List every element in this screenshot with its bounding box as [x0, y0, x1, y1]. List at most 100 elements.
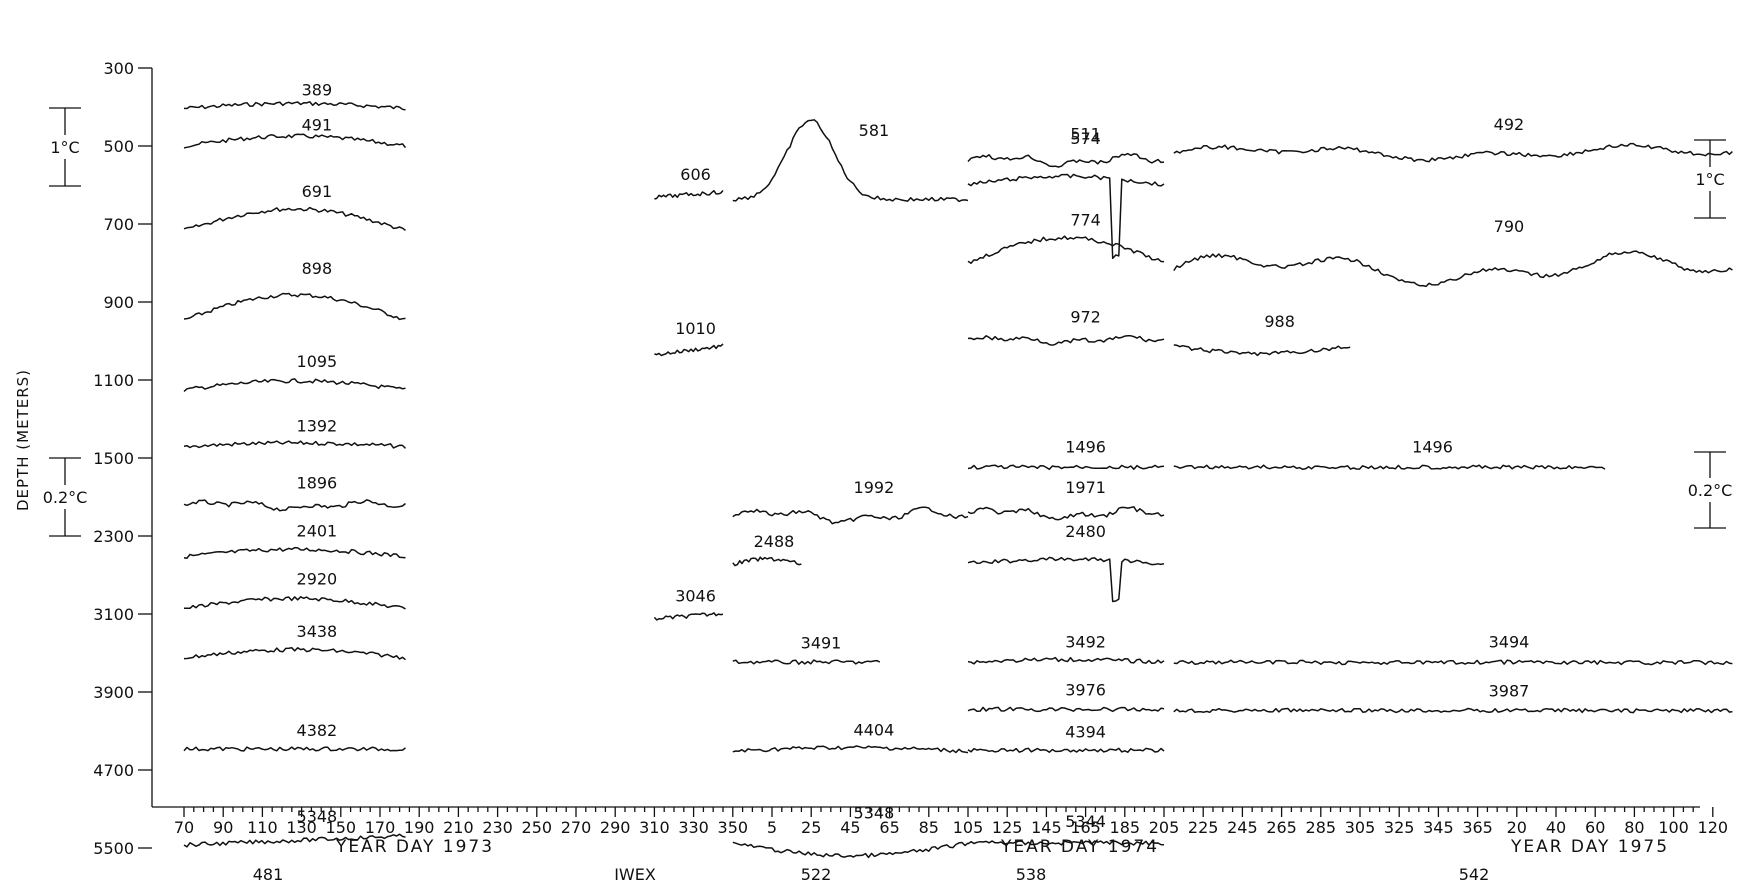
series-line-1992 [732, 506, 969, 525]
series-label: 4382 [297, 721, 338, 740]
x-tick-label: 350 [718, 818, 749, 837]
x-tick-label: 305 [1345, 818, 1376, 837]
series-line-511 [967, 152, 1165, 168]
series-label: 3491 [801, 633, 842, 652]
x-tick-label: 105 [953, 818, 984, 837]
x-tick-label: 100 [1658, 818, 1689, 837]
series-label: 3492 [1065, 633, 1106, 652]
traces-layer [183, 101, 1733, 859]
series-label: 5348 [297, 807, 338, 826]
series-line-1095 [183, 378, 406, 392]
series-line-3492 [967, 656, 1165, 665]
x-tick-label: 120 [1698, 818, 1729, 837]
series-label: 898 [302, 259, 333, 278]
series-label: 492 [1494, 115, 1525, 134]
series-line-1392 [183, 440, 407, 449]
series-label: 491 [302, 116, 333, 135]
x-tick-label: 205 [1149, 818, 1180, 837]
scale-bar-bg [1680, 478, 1740, 502]
series-label: 691 [302, 182, 333, 201]
series-label: 1896 [297, 473, 338, 492]
series-line-972 [967, 334, 1165, 346]
series-label: 988 [1264, 312, 1295, 331]
x-tick-label: 125 [992, 818, 1023, 837]
x-tick-label: 165 [1070, 818, 1101, 837]
series-line-988 [1173, 344, 1351, 357]
series-line-2488 [732, 556, 802, 567]
y-tick-label: 5500 [93, 839, 134, 858]
series-label: 3494 [1489, 633, 1530, 652]
labels-layer: YEAR DAY 1973 YEAR DAY 1974 YEAR DAY 19754… [253, 81, 1667, 884]
series-label: 5344 [1065, 812, 1106, 831]
series-label: 4394 [1065, 722, 1106, 741]
x-tick-label: 90 [213, 818, 233, 837]
series-line-1496 [967, 464, 1165, 471]
series-label: 774 [1070, 211, 1101, 230]
x-tick-label: 250 [522, 818, 553, 837]
x-tick-label: 170 [365, 818, 396, 837]
x-tick-label: 310 [639, 818, 670, 837]
series-label: 389 [302, 81, 333, 100]
scale-bar-bg [35, 485, 95, 509]
series-label: 511 [1070, 124, 1101, 143]
x-tick-label: 25 [801, 818, 821, 837]
scale-bar-bg [1680, 167, 1740, 191]
series-line-774 [967, 235, 1165, 264]
series-label: 2920 [297, 570, 338, 589]
y-tick-label: 900 [103, 293, 134, 312]
x-tick-label: 150 [326, 818, 357, 837]
series-label: 574 [1070, 129, 1101, 148]
series-label: 790 [1494, 217, 1525, 236]
x-tick-label: 230 [482, 818, 513, 837]
series-label: 1095 [297, 352, 338, 371]
x-tick-label: 130 [286, 818, 317, 837]
y-tick-label: 3900 [93, 683, 134, 702]
y-tick-label: 700 [103, 215, 134, 234]
x-tick-label: 20 [1507, 818, 1527, 837]
scale-bar-label: 1°C [50, 138, 79, 157]
series-label: 3976 [1065, 681, 1106, 700]
series-line-2920 [183, 596, 406, 610]
series-line-1971 [967, 506, 1165, 521]
x-tick-label: 270 [561, 818, 592, 837]
series-line-491 [183, 133, 407, 149]
series-label: 2480 [1065, 522, 1106, 541]
series-line-389 [183, 101, 406, 111]
x-tick-label: 285 [1306, 818, 1337, 837]
series-label: 1992 [854, 478, 895, 497]
x-tick-label: 225 [1188, 818, 1219, 837]
series-label: 4404 [854, 721, 895, 740]
mooring-label: 522 [801, 865, 832, 884]
series-line-1896 [183, 499, 406, 512]
x-tick-label: 65 [879, 818, 899, 837]
series-line-5344 [967, 840, 1165, 846]
series-line-3976 [967, 706, 1165, 713]
scale-bar-bg [35, 135, 95, 159]
x-tick-label: 190 [404, 818, 435, 837]
x-tick-label: 85 [919, 818, 939, 837]
x-tick-label: 185 [1110, 818, 1141, 837]
y-axis-label: DEPTH (METERS) [14, 369, 32, 511]
x-tick-label: 290 [600, 818, 631, 837]
series-label: 606 [680, 165, 711, 184]
series-line-790 [1173, 250, 1733, 288]
series-line-2401 [183, 546, 406, 559]
y-tick-label: 500 [103, 137, 134, 156]
series-line-574 [967, 173, 1165, 260]
x-tick-label: 145 [1031, 818, 1062, 837]
series-line-3491 [732, 659, 881, 665]
x-tick-label: 80 [1624, 818, 1644, 837]
series-label: 5348 [854, 804, 895, 823]
x-tick-label: 345 [1423, 818, 1454, 837]
year-label: YEAR DAY 1974 [1000, 837, 1159, 857]
year-label: YEAR DAY 1973 [335, 837, 494, 857]
y-tick-label: 1100 [93, 371, 134, 390]
series-label: 3046 [675, 586, 716, 605]
x-tick-label: 70 [174, 818, 194, 837]
series-line-5348 [732, 841, 969, 859]
mooring-label: IWEX [614, 865, 656, 884]
series-line-5348 [183, 833, 406, 848]
series-line-4382 [183, 746, 406, 752]
series-line-3494 [1173, 659, 1733, 666]
